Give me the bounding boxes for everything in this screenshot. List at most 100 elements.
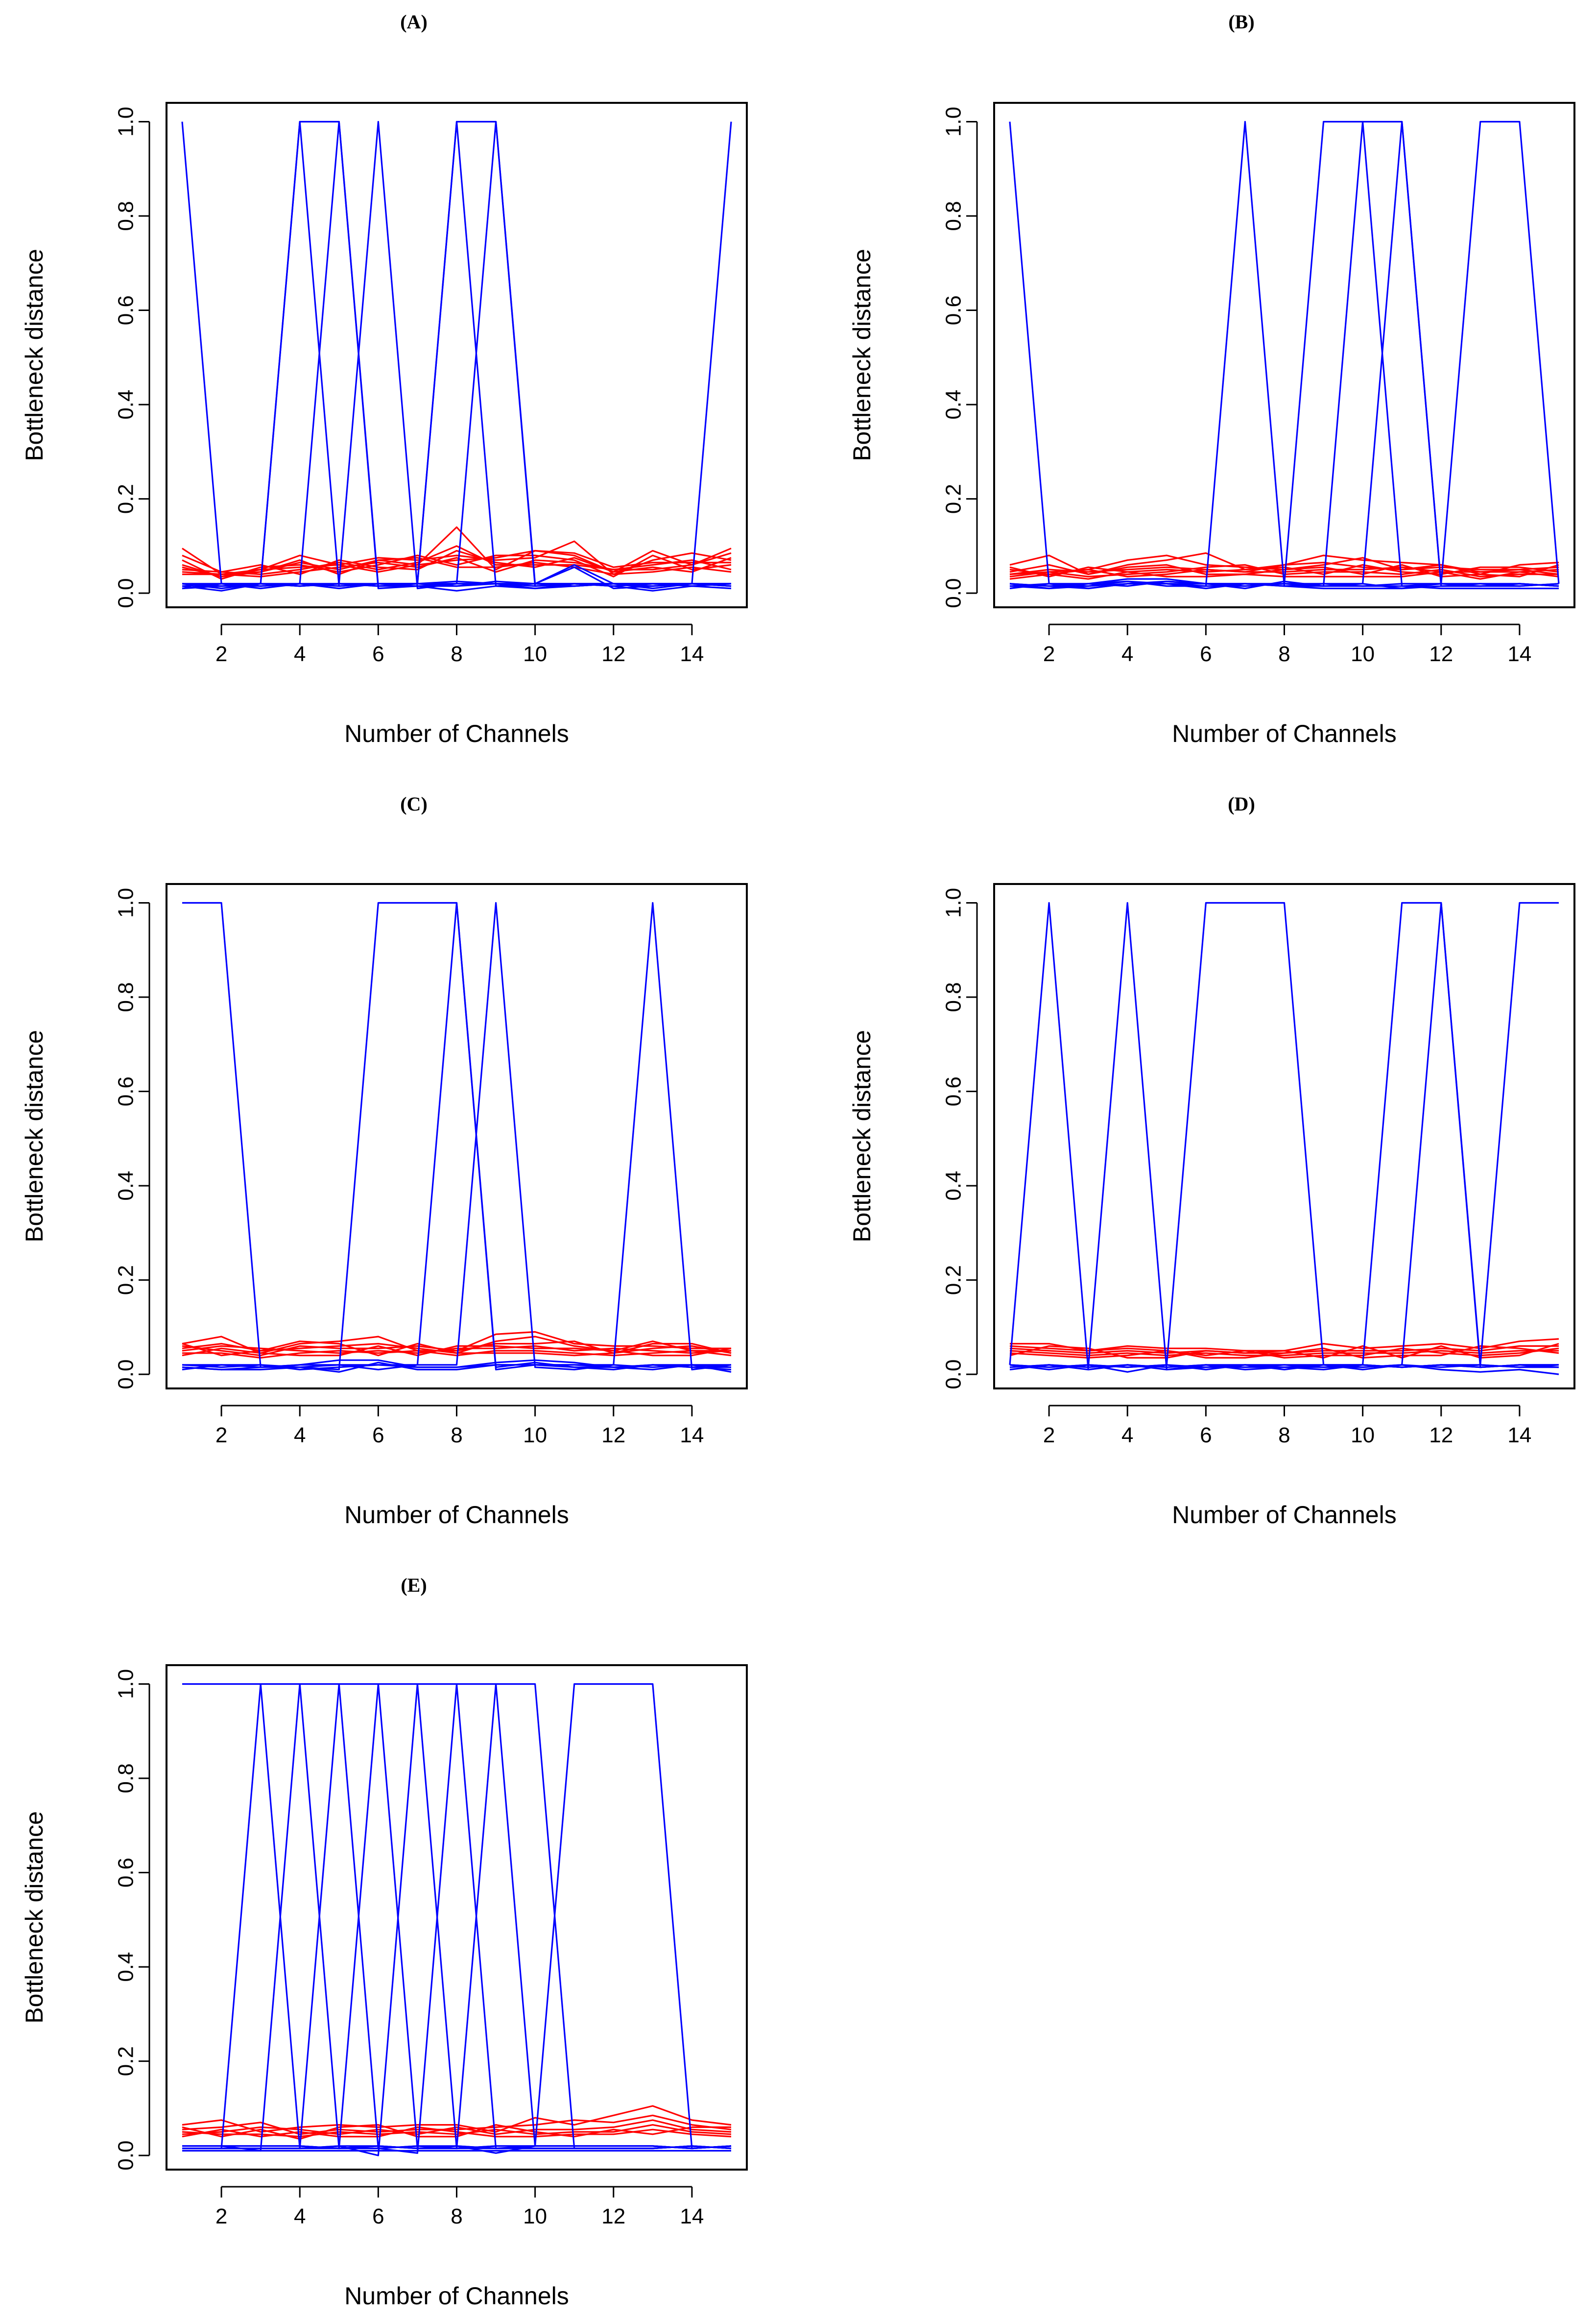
panel-b-plot: 2 4 6 8 10 12 14 0.0 0.2 0.4 0.6 0.8 1.0 Number of Ch…	[848, 102, 1575, 747]
panel-e-series	[182, 1683, 732, 2156]
panel-b-y-tick-label: 0.6	[942, 295, 966, 325]
panel-c-x-tick-label: 4	[294, 1423, 306, 1447]
panel-d-x-tick-label: 4	[1121, 1423, 1133, 1447]
panel-c-plot-frame	[166, 883, 748, 1389]
panel-d-x-tick-label: 6	[1200, 1423, 1212, 1447]
panel-e-y-tick-label: 0.4	[114, 1952, 138, 1982]
panel-a-series-red-7	[182, 557, 732, 578]
panel-a-x-tick-label: 10	[523, 642, 547, 666]
panel-b-x-tick-label: 4	[1121, 642, 1133, 666]
panel-d: (D) 2 4 6 8 10 12 14 0.0 0.2 0.4 0.6 0.8 1.0 Number o…	[848, 793, 1575, 1529]
panel-e-x-tick-label: 10	[523, 2204, 547, 2228]
panel-e-series-red-5	[182, 2126, 732, 2138]
panel-c-plot: 2 4 6 8 10 12 14 0.0 0.2 0.4 0.6 0.8 1.0 Number of Ch…	[21, 883, 748, 1529]
panel-c-y-tick-label: 0.6	[114, 1076, 138, 1106]
panel-b-y-tick-label: 1.0	[942, 107, 966, 137]
panel-c-y-axis-title: Bottleneck distance	[21, 1030, 48, 1243]
panel-e-series-red-3	[182, 2119, 732, 2135]
panel-d-x-tick-label: 14	[1507, 1423, 1531, 1447]
panel-a-y-tick-label: 0.4	[114, 389, 138, 419]
panel-b-x-tick-label: 14	[1507, 642, 1531, 666]
panel-d-y-axis-title: Bottleneck distance	[848, 1030, 876, 1243]
panel-b-x-axis-title: Number of Channels	[1172, 720, 1397, 747]
panel-a-x-axis-title: Number of Channels	[344, 720, 569, 747]
panel-b-series	[1009, 120, 1560, 590]
panel-b-series-blue-6	[1009, 120, 1560, 590]
panel-b-x-tick-label: 6	[1200, 642, 1212, 666]
panel-d-series-blue-5	[1009, 902, 1559, 1368]
panel-e-x-tick-label: 6	[372, 2204, 384, 2228]
panel-c-x-tick-label: 6	[372, 1423, 384, 1447]
panel-a-x-tick-label: 2	[215, 642, 227, 666]
panel-e-y-tick-label: 0.2	[114, 2046, 138, 2076]
panel-c-title: (C)	[400, 793, 428, 815]
panel-e-series-blue-8	[182, 1683, 732, 2150]
panel-a-series-blue-10	[182, 583, 732, 592]
panel-a-series-red-5	[182, 557, 732, 578]
panel-a-title: (A)	[400, 11, 428, 33]
panel-d-y-tick-label: 1.0	[942, 888, 966, 918]
panel-b-y-tick-label: 0.4	[942, 389, 966, 419]
panel-e-y-tick-label: 0.8	[114, 1763, 138, 1793]
panel-a-x-tick-label: 12	[601, 642, 625, 666]
panel-d-plot-frame	[993, 883, 1575, 1389]
panel-a-x-tick-label: 8	[451, 642, 462, 666]
panel-c-series-red-6	[182, 1345, 732, 1357]
panel-d-x-tick-label: 10	[1351, 1423, 1375, 1447]
panel-b-x-tick-label: 8	[1278, 642, 1290, 666]
panel-c-x-tick-label: 8	[451, 1423, 462, 1447]
panel-a-x-tick-label: 14	[680, 642, 704, 666]
panel-d-title: (D)	[1228, 793, 1255, 815]
panel-e-y-tick-label: 0.6	[114, 1858, 138, 1888]
panel-e-y-axis-title: Bottleneck distance	[21, 1811, 48, 2024]
panel-a-y-tick-label: 0.6	[114, 295, 138, 325]
panel-a-series-red-4	[182, 554, 732, 580]
panel-b-series-blue-7	[1009, 580, 1559, 590]
panel-d-y-tick-label: 0.4	[942, 1171, 966, 1200]
panel-e-x-axis-title: Number of Channels	[344, 2282, 569, 2310]
panel-c-series-red-7	[182, 1340, 732, 1357]
panel-d-series-red-3	[1009, 1350, 1559, 1357]
panel-c-y-tick-label: 0.2	[114, 1265, 138, 1295]
panel-a-y-axis-title: Bottleneck distance	[21, 249, 48, 461]
panel-a-plot: 2 4 6 8 10 12 14 0.0 0.2 0.4 0.6 0.8 1.0 Number of Ch…	[21, 102, 748, 747]
panel-a-y-tick-label: 0.8	[114, 201, 138, 231]
panel-b-x-tick-label: 12	[1429, 642, 1453, 666]
panel-e-title: (E)	[401, 1574, 427, 1596]
panel-e-series-red-6	[182, 2124, 731, 2140]
panel-e-x-tick-label: 14	[680, 2204, 704, 2228]
panel-b-x-tick-label: 10	[1351, 642, 1375, 666]
panel-a-series	[181, 120, 732, 592]
panel-c-x-tick-label: 2	[215, 1423, 227, 1447]
panel-e-x-tick-label: 4	[294, 2204, 306, 2228]
panel-c-series-blue-6	[182, 1359, 732, 1373]
panel-d-plot: 2 4 6 8 10 12 14 0.0 0.2 0.4 0.6 0.8 1.0 Number of Ch…	[848, 883, 1575, 1529]
panel-d-x-axis-title: Number of Channels	[1172, 1501, 1397, 1529]
panel-d-series-red-5	[1009, 1345, 1559, 1359]
panel-a-y-tick-label: 0.2	[114, 484, 138, 514]
panel-e-plot: 2 4 6 8 10 12 14 0.0 0.2 0.4 0.6 0.8 1.0 Number of Ch…	[21, 1664, 748, 2310]
panel-b-plot-frame	[993, 102, 1575, 608]
panel-e-x-tick-label: 2	[215, 2204, 227, 2228]
panel-b-y-tick-label: 0.2	[942, 484, 966, 514]
panel-d-y-tick-label: 0.2	[942, 1265, 966, 1295]
panel-d-series-red-6	[1009, 1343, 1559, 1359]
panel-e-series-blue-9	[182, 1683, 732, 2154]
panel-b-series-red-7	[1009, 561, 1559, 578]
panel-b-y-tick-label: 0.0	[942, 578, 966, 608]
panel-c-y-tick-label: 0.4	[114, 1171, 138, 1200]
panel-c-x-tick-label: 14	[680, 1423, 704, 1447]
panel-c-series	[182, 902, 732, 1373]
panel-e-x-tick-label: 12	[601, 2204, 625, 2228]
panel-e-y-tick-label: 0.0	[114, 2141, 138, 2171]
panel-d-y-tick-label: 0.0	[942, 1360, 966, 1389]
panel-d-x-tick-label: 2	[1043, 1423, 1055, 1447]
panel-c-y-tick-label: 0.0	[114, 1360, 138, 1389]
panel-d-y-tick-label: 0.8	[942, 982, 966, 1012]
panel-c-series-red-4	[182, 1345, 732, 1354]
panel-d-series-blue-7	[1009, 1364, 1559, 1375]
panel-d-x-tick-label: 12	[1429, 1423, 1453, 1447]
panel-c-x-axis-title: Number of Channels	[344, 1501, 569, 1529]
